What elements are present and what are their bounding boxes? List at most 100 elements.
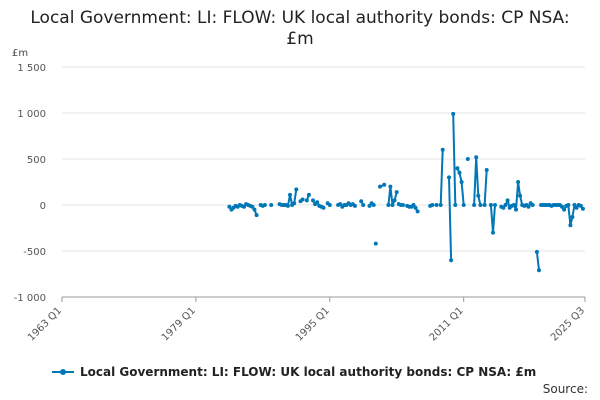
data-point <box>493 203 497 207</box>
x-tick-label: 2011 Q1 <box>428 305 466 343</box>
data-point <box>294 187 299 192</box>
series-line <box>387 185 398 206</box>
y-axis-unit-label: £m <box>12 48 28 59</box>
data-point <box>530 203 535 207</box>
data-point <box>449 258 454 263</box>
data-point <box>311 198 315 203</box>
y-tick-label: -1 000 <box>14 293 46 304</box>
y-tick-label: 500 <box>27 155 46 166</box>
data-point <box>574 205 579 210</box>
data-point <box>242 204 246 209</box>
legend-swatch-icon <box>52 367 74 377</box>
legend[interactable]: Local Government: LI: FLOW: UK local aut… <box>52 365 536 379</box>
series-line <box>483 169 488 206</box>
data-point <box>465 157 470 161</box>
series-line <box>535 251 540 271</box>
data-point <box>488 203 493 207</box>
data-point <box>430 203 435 207</box>
data-point <box>518 193 523 198</box>
data-point <box>478 203 483 207</box>
data-point <box>580 206 585 211</box>
data-point <box>367 203 372 208</box>
data-point <box>386 203 391 207</box>
chart-title: Local Government: LI: FLOW: UK local aut… <box>30 8 570 49</box>
series-line <box>452 113 457 206</box>
data-point <box>570 215 575 219</box>
data-point <box>562 207 567 212</box>
y-tick-label: -500 <box>23 247 46 258</box>
data-point <box>338 202 343 207</box>
data-point <box>461 203 466 207</box>
data-point <box>250 204 255 209</box>
data-point <box>415 209 420 214</box>
data-point <box>361 203 366 207</box>
data-point <box>401 203 405 207</box>
data-point <box>388 184 393 189</box>
data-point <box>378 184 382 189</box>
data-point <box>390 203 395 207</box>
data-point <box>382 182 387 187</box>
data-point <box>288 192 292 197</box>
gridlines <box>62 66 585 298</box>
data-point <box>453 203 458 207</box>
data-point <box>455 166 460 171</box>
data-point <box>304 198 309 203</box>
data-point <box>534 249 539 254</box>
data-point <box>392 198 397 203</box>
data-point <box>457 170 462 175</box>
data-point <box>484 168 489 172</box>
data-point <box>511 203 516 207</box>
y-tick-label: 1 000 <box>17 109 46 120</box>
data-point <box>566 203 571 207</box>
x-tick-label: 2025 Q3 <box>549 305 587 343</box>
data-point <box>537 268 541 273</box>
data-point <box>413 205 418 210</box>
data-point <box>227 204 232 209</box>
data-point <box>373 241 378 246</box>
x-tick-label: 1979 Q1 <box>160 305 198 343</box>
data-point <box>476 193 481 198</box>
series-line <box>489 204 496 234</box>
data-point <box>472 203 477 207</box>
data-point <box>503 203 508 207</box>
data-point <box>327 203 332 207</box>
data-point <box>254 213 259 218</box>
y-tick-label: 1 500 <box>17 63 46 74</box>
data-point <box>411 203 416 207</box>
data-point <box>292 201 297 206</box>
x-tick-label: 1963 Q1 <box>26 305 64 343</box>
data-point <box>352 203 357 208</box>
data-point <box>560 204 564 209</box>
data-point <box>459 180 464 184</box>
data-point <box>447 175 451 180</box>
data-point <box>451 111 456 116</box>
series-line <box>439 149 444 206</box>
data-point <box>269 203 274 207</box>
data-point <box>440 147 445 152</box>
data-point <box>505 198 510 203</box>
data-point <box>306 192 311 197</box>
data-point <box>371 203 376 207</box>
data-point <box>438 203 443 207</box>
data-point <box>578 203 583 208</box>
data-point <box>252 207 257 212</box>
data-point <box>300 197 305 202</box>
data-point <box>285 203 290 208</box>
data-point <box>434 203 439 207</box>
series-line <box>448 177 453 261</box>
data-point <box>526 204 531 209</box>
data-point <box>321 205 326 210</box>
data-point <box>262 203 267 207</box>
legend-label: Local Government: LI: FLOW: UK local aut… <box>80 365 537 379</box>
x-tick-label: 1995 Q1 <box>294 305 332 343</box>
data-point <box>572 203 577 207</box>
axes <box>61 296 586 302</box>
data-point <box>501 205 506 210</box>
data-point <box>516 180 521 184</box>
data-point <box>568 223 573 228</box>
series-line <box>473 156 482 206</box>
data-point <box>491 230 495 235</box>
series-layer <box>227 111 585 273</box>
data-point <box>359 199 364 204</box>
